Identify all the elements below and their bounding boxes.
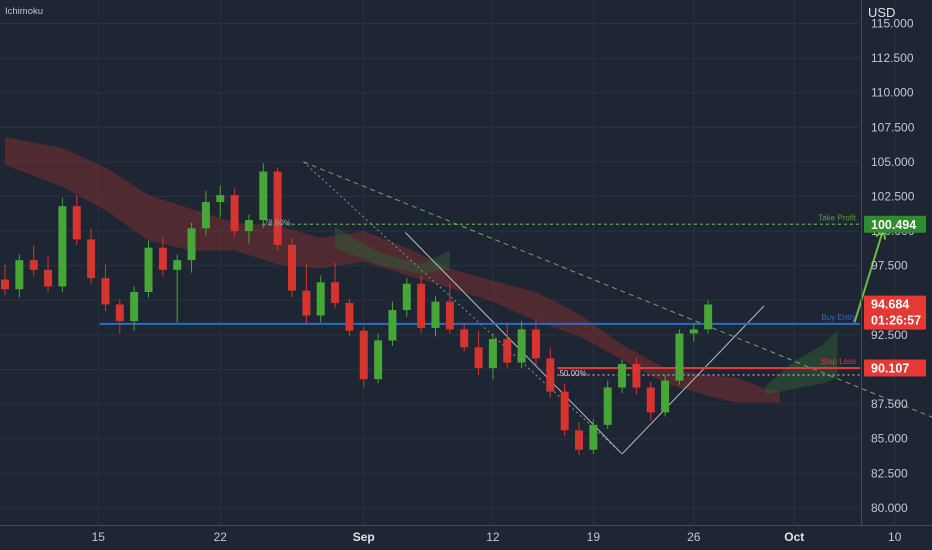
y-tick-label: 92.500 xyxy=(871,328,908,342)
candle-body xyxy=(144,247,153,292)
y-tick-label: 110.000 xyxy=(871,86,914,100)
candle-body xyxy=(58,206,67,287)
fib-connector xyxy=(303,161,623,455)
candle-body xyxy=(316,282,325,316)
candle-body xyxy=(503,339,512,363)
candle-body xyxy=(603,387,612,425)
candle-body xyxy=(288,244,296,291)
price-tag-box xyxy=(864,215,926,233)
candle-body xyxy=(388,309,397,341)
y-tick-label: 82.500 xyxy=(871,466,908,480)
candle-body xyxy=(417,283,426,328)
candle-body xyxy=(661,380,670,413)
y-tick-label: 112.500 xyxy=(871,51,914,65)
candle-body xyxy=(689,329,698,334)
candle-body xyxy=(72,206,81,240)
candle-body xyxy=(15,260,24,290)
candle-body xyxy=(618,363,627,388)
candle-body xyxy=(331,282,340,304)
y-tick-label: 85.000 xyxy=(871,432,908,446)
x-tick-label: 15 xyxy=(92,530,106,544)
candle-body xyxy=(431,301,440,328)
take-profit-label: Take Profit xyxy=(818,213,857,222)
x-tick-label: 22 xyxy=(214,530,228,544)
candle-body xyxy=(374,340,383,380)
candle-body xyxy=(345,303,354,331)
candle-body xyxy=(675,333,684,381)
y-tick-label: 102.500 xyxy=(871,190,915,204)
indicator-label[interactable]: Ichimoku xyxy=(5,6,43,17)
candle-body xyxy=(531,329,540,359)
y-tick-label: 107.500 xyxy=(871,120,915,134)
candle-body xyxy=(29,260,38,270)
candle-body xyxy=(646,387,655,413)
x-tick-label: 26 xyxy=(687,530,701,544)
candle-body xyxy=(273,171,282,245)
trendline-lower xyxy=(405,232,623,455)
candle-body xyxy=(173,260,182,270)
candle-body xyxy=(1,279,9,290)
cloud-bullish xyxy=(335,226,450,275)
candle-body xyxy=(44,269,53,287)
candle-body xyxy=(187,228,196,261)
y-tick-label: 115.000 xyxy=(871,17,914,31)
price-tags: 100.494 94.684 01:26:57 90.107 xyxy=(864,215,926,377)
price-tag-label: 94.684 xyxy=(871,298,909,312)
candle-body xyxy=(445,301,454,330)
price-tag-box xyxy=(864,295,926,330)
ichimoku-cloud xyxy=(5,136,838,403)
cloud-bearish xyxy=(5,136,780,403)
x-tick-label: 19 xyxy=(587,530,601,544)
candle-body xyxy=(201,202,210,229)
candle-body xyxy=(589,424,598,450)
price-tag-box xyxy=(864,359,926,377)
candle-body xyxy=(460,329,469,348)
price-tag-label: 90.107 xyxy=(871,362,909,376)
price-tag-countdown: 01:26:57 xyxy=(871,314,921,328)
x-tick-label: Sep xyxy=(353,530,375,544)
candle-body xyxy=(130,291,139,322)
candle-body xyxy=(259,171,268,221)
candle-body xyxy=(158,247,167,270)
price-tag-label: 100.494 xyxy=(871,218,916,232)
candle-body xyxy=(402,283,411,310)
x-tick-label: Oct xyxy=(784,530,804,544)
annotations: Take Profit 78.60% Buy Entry Stop Loss 50.00… xyxy=(264,213,887,378)
candle-body xyxy=(488,339,497,369)
candle-body xyxy=(575,430,583,450)
buy-entry-label: Buy Entry xyxy=(821,313,856,322)
candle-body xyxy=(560,391,569,431)
fib-786-label: 78.60% xyxy=(264,218,291,227)
x-tick-label: 10 xyxy=(888,530,902,544)
y-tick-label: 105.000 xyxy=(871,155,915,169)
y-tick-label: 87.500 xyxy=(871,397,908,411)
swing-line xyxy=(621,305,765,455)
target-arrow-shaft xyxy=(853,229,885,323)
candle-body xyxy=(359,330,368,380)
candle-body xyxy=(101,278,110,305)
candle-body xyxy=(474,347,483,369)
candlestick-series xyxy=(1,163,713,456)
candle-body xyxy=(230,195,239,232)
drawing-lines xyxy=(99,161,932,455)
candle-body xyxy=(115,304,124,322)
stop-loss-label: Stop Loss xyxy=(820,357,856,366)
candle-body xyxy=(517,329,526,363)
candle-body xyxy=(632,363,641,388)
currency-label: USD xyxy=(868,5,895,20)
candle-body xyxy=(546,358,555,392)
candle-body xyxy=(302,290,311,316)
candle-body xyxy=(704,304,713,330)
fib-50-label: 50.00% xyxy=(559,369,586,378)
y-tick-label: 97.500 xyxy=(871,259,908,273)
candle-body xyxy=(244,220,253,232)
y-tick-label: 80.000 xyxy=(871,501,908,515)
time-axis[interactable]: 81522Sep121926Oct1017 xyxy=(0,530,932,544)
candle-body xyxy=(216,195,225,203)
x-tick-label: 12 xyxy=(486,530,500,544)
candle-body xyxy=(87,239,96,279)
cloud-bullish-future xyxy=(765,330,838,395)
